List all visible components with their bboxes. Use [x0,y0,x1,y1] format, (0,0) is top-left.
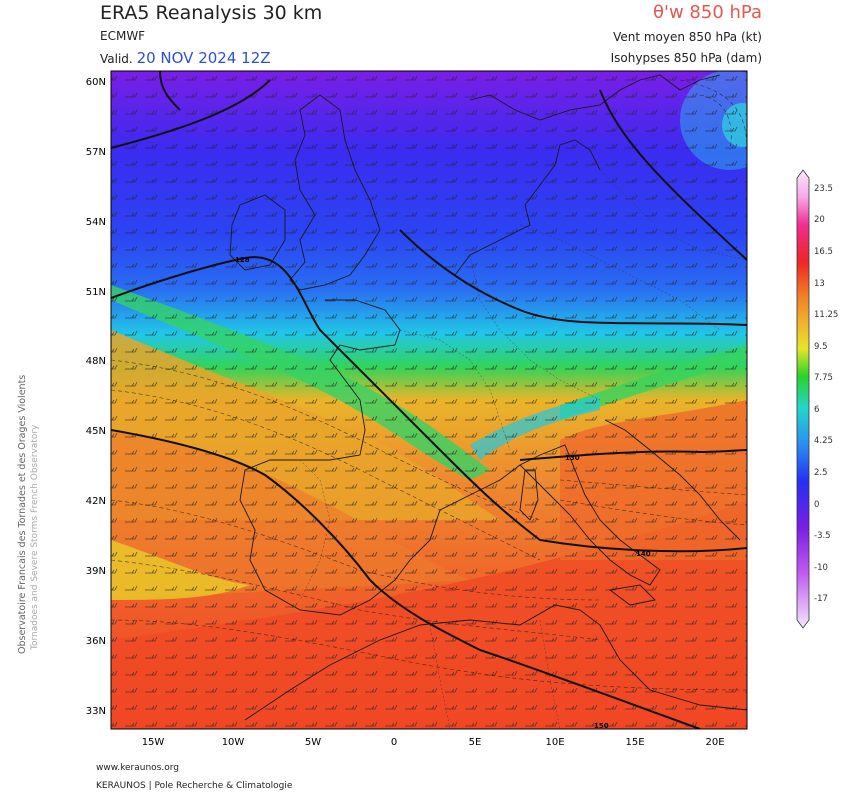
borders [299,169,747,729]
colorbar-label: 4.25 [814,436,833,446]
contour-label-150: 150 [594,722,609,730]
lon-label: 10W [222,737,245,748]
latitude-axis: 60N 57N 54N 51N 48N 45N 42N 39N 36N 33N [86,77,106,717]
contour-label-130: 130 [565,454,580,462]
colorbar-label: 20 [814,215,825,225]
wind-label: Vent moyen 850 hPa (kt) [613,30,762,44]
contour-label-128: 128 [235,256,250,264]
isohypse-label: Isohypses 850 hPa (dam) [610,51,762,65]
lon-label: 15E [625,737,644,748]
colorbar-label: 6 [814,405,819,415]
secondary-contours [111,79,747,691]
lat-label: 60N [86,77,106,88]
valid-prefix: Valid. [100,52,133,66]
colorbar-label: -10 [814,563,828,573]
lat-label: 51N [86,287,106,298]
longitude-axis: 15W 10W 5W 0 5E 10E 15E 20E [142,737,725,748]
lon-label: 0 [391,737,397,748]
model-name: ECMWF [100,29,146,43]
colorbar-label: -3.5 [814,531,831,541]
lat-label: 48N [86,356,106,367]
colorbar-label: -17 [814,594,828,604]
colorbar-label: 2.5 [814,468,828,478]
lat-label: 33N [86,706,106,717]
colorbar: 23.5 20 16.5 13 11.25 9.5 7.75 6 4.25 2.… [796,169,838,629]
lat-label: 36N [86,636,106,647]
isohypses [111,71,747,729]
colorbar-label: 11.25 [814,310,838,320]
colorbar-strip [796,169,810,629]
map-title: ERA5 Reanalysis 30 km [100,2,323,24]
colorbar-label: 16.5 [814,247,833,257]
lon-label: 15W [142,737,165,748]
colorbar-label: 0 [814,500,819,510]
lon-label: 5W [305,737,321,748]
footer-org: KERAUNOS | Pole Recherche & Climatologie [96,781,293,791]
footer-url: www.keraunos.org [96,763,179,773]
colorbar-label: 7.75 [814,373,833,383]
lat-label: 54N [86,217,106,228]
colorbar-label: 23.5 [814,184,833,194]
lon-label: 10E [545,737,564,748]
map-frame [110,70,748,730]
contour-label-140: 140 [636,550,651,558]
colorbar-label: 13 [814,279,825,289]
lat-label: 45N [86,426,106,437]
coastlines [229,74,747,721]
lon-label: 20E [705,737,724,748]
lat-label: 57N [86,147,106,158]
valid-date: 20 NOV 2024 12Z [136,49,271,67]
lat-label: 42N [86,496,106,507]
lat-label: 39N [86,566,106,577]
lon-label: 5E [469,737,482,748]
valid-line: Valid. 20 NOV 2024 12Z [100,49,271,67]
map-field [111,71,747,729]
parameter-title: θ'w 850 hPa [653,2,762,23]
colorbar-label: 9.5 [814,342,828,352]
